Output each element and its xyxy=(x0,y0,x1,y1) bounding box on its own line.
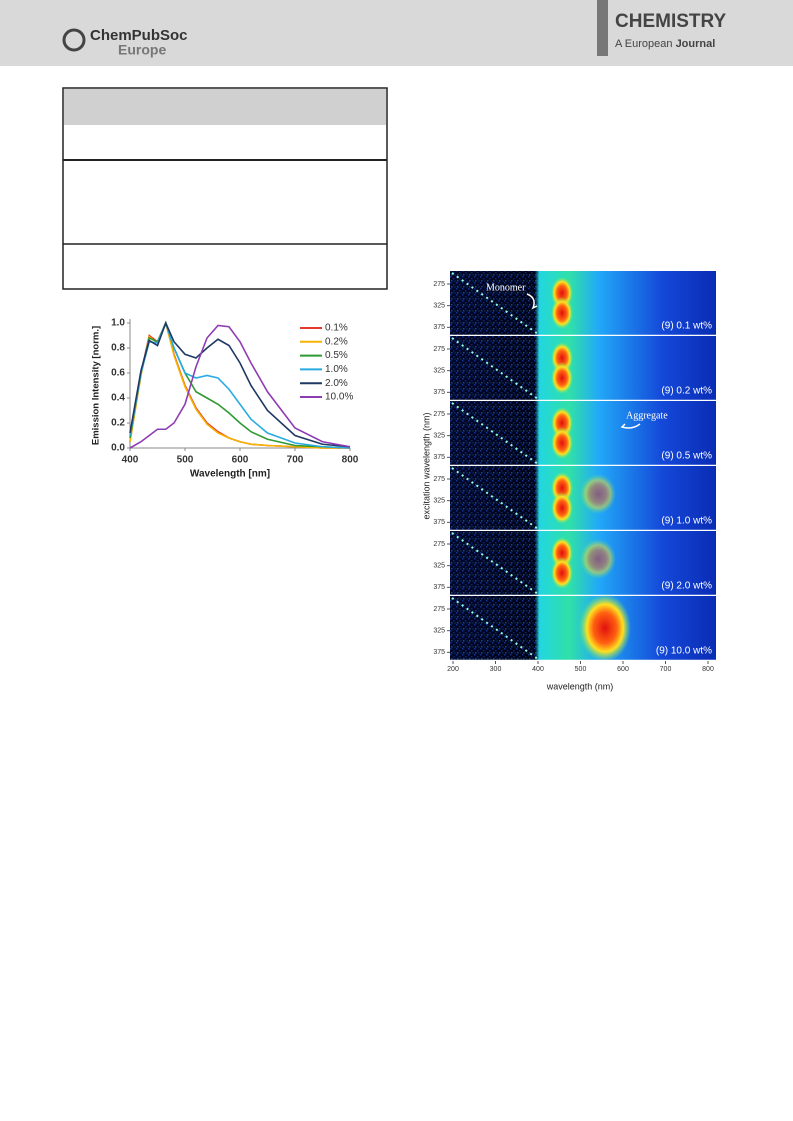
panel-label: (9) 1.0 wt% xyxy=(661,516,712,527)
y-tick-label: 275 xyxy=(433,411,445,418)
y-axis-label: Emission Intensity [norm.] xyxy=(91,326,102,445)
journal-sub-b: Journal xyxy=(676,38,716,50)
x-tick-label: 700 xyxy=(660,666,672,673)
journal: CHEMISTRY xyxy=(615,11,727,32)
heatmap-figure: (9) 0.1 wt% 275 325 375 (9) 0.2 wt% 275 325 375… xyxy=(421,271,716,691)
legend-label: 2.0% xyxy=(325,378,348,389)
y-tick-label: 375 xyxy=(433,584,445,591)
journal-sub-a: A European xyxy=(615,38,673,50)
panel-label: (9) 10.0 wt% xyxy=(656,646,712,657)
legend-label: 10.0% xyxy=(325,392,353,403)
emission-blob xyxy=(551,362,573,394)
panel-label: (9) 0.1 wt% xyxy=(661,321,712,332)
heatmap-noise xyxy=(450,271,540,335)
y-tick-label: 275 xyxy=(433,281,445,288)
logo-icon xyxy=(62,28,86,52)
header-band xyxy=(0,0,793,66)
x-tick-label: 600 xyxy=(232,455,249,466)
line-chart: 0.0 0.2 0.4 0.6 0.8 1.0 400 500 600 700 800 Wavelen… xyxy=(91,318,359,480)
y-tick-label: 0.6 xyxy=(111,368,125,379)
heatmap-noise xyxy=(450,336,540,400)
emission-blob xyxy=(580,474,616,514)
annotation-arrow xyxy=(526,293,538,310)
y-tick-label: 325 xyxy=(433,433,445,440)
emission-blob xyxy=(551,557,573,589)
x-axis-label: wavelength (nm) xyxy=(546,681,614,691)
journal-bar xyxy=(597,0,608,56)
series-line xyxy=(129,320,351,448)
series-line xyxy=(129,320,351,449)
y-tick-label: 375 xyxy=(433,649,445,656)
emission-blob xyxy=(580,539,616,579)
y-tick-label: 325 xyxy=(433,563,445,570)
x-axis-label: Wavelength [nm] xyxy=(190,469,270,480)
y-axis-label: excitation wavelength (nm) xyxy=(421,412,431,519)
emission-blob xyxy=(551,427,573,459)
y-tick-label: 0.2 xyxy=(111,418,125,429)
legend-label: 0.1% xyxy=(325,323,348,334)
table-header xyxy=(64,89,386,125)
x-tick-label: 400 xyxy=(532,666,544,673)
heatmap-noise xyxy=(450,401,540,465)
series-line xyxy=(129,324,351,449)
publisher-sub: Europe xyxy=(118,42,166,58)
y-tick-label: 0.4 xyxy=(111,393,125,404)
y-tick-label: 325 xyxy=(433,368,445,375)
y-tick-label: 375 xyxy=(433,324,445,331)
panel-label: (9) 0.2 wt% xyxy=(661,386,712,397)
y-tick-label: 325 xyxy=(433,498,445,505)
legend-label: 0.2% xyxy=(325,336,348,347)
y-tick-label: 1.0 xyxy=(111,318,125,329)
heatmap-noise xyxy=(450,466,540,530)
panel-label: (9) 2.0 wt% xyxy=(661,581,712,592)
heatmap-noise xyxy=(450,531,540,595)
y-tick-label: 375 xyxy=(433,389,445,396)
emission-blob xyxy=(551,297,573,329)
y-tick-label: 0.8 xyxy=(111,343,125,354)
legend-label: 0.5% xyxy=(325,350,348,361)
y-tick-label: 275 xyxy=(433,346,445,353)
y-tick-label: 325 xyxy=(433,628,445,635)
panel-label: (9) 0.5 wt% xyxy=(661,451,712,462)
x-tick-label: 500 xyxy=(177,455,194,466)
x-tick-label: 500 xyxy=(575,666,587,673)
legend-label: 1.0% xyxy=(325,364,348,375)
x-tick-label: 800 xyxy=(702,666,714,673)
series-line xyxy=(129,320,351,449)
heatmap-noise xyxy=(450,596,540,660)
y-tick-label: 275 xyxy=(433,476,445,483)
annotation: Aggregate xyxy=(626,410,668,421)
emission-blob xyxy=(551,492,573,524)
table-frame xyxy=(62,87,388,290)
y-tick-label: 325 xyxy=(433,303,445,310)
y-tick-label: 375 xyxy=(433,454,445,461)
emission-blob xyxy=(579,594,631,662)
x-tick-label: 600 xyxy=(617,666,629,673)
y-tick-label: 275 xyxy=(433,541,445,548)
x-tick-label: 700 xyxy=(287,455,304,466)
x-tick-label: 400 xyxy=(122,455,139,466)
x-tick-label: 800 xyxy=(342,455,359,466)
annotation: Monomer xyxy=(486,282,526,293)
journal-sub: A European Journal xyxy=(615,38,715,50)
x-tick-label: 300 xyxy=(490,666,502,673)
y-tick-label: 275 xyxy=(433,606,445,613)
annotation-arrow xyxy=(620,423,641,429)
x-tick-label: 200 xyxy=(447,666,459,673)
publisher: ChemPubSoc xyxy=(90,27,188,44)
y-tick-label: 0.0 xyxy=(111,443,125,454)
y-tick-label: 375 xyxy=(433,519,445,526)
